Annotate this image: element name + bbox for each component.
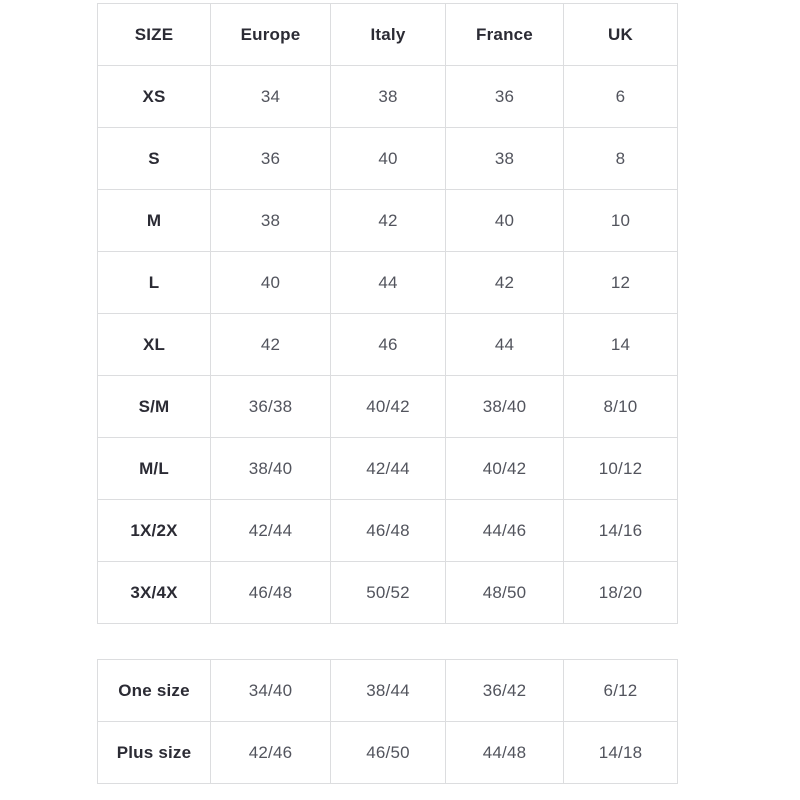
- italy-value: 42/44: [330, 437, 446, 500]
- italy-value: 44: [330, 251, 446, 314]
- europe-value: 42/44: [210, 499, 331, 562]
- europe-value: 36/38: [210, 375, 331, 438]
- size-label: M: [97, 189, 211, 252]
- italy-value: 46/50: [330, 721, 446, 784]
- size-label: XL: [97, 313, 211, 376]
- size-label: Plus size: [97, 721, 211, 784]
- table-row-l: L 40 44 42 12: [97, 251, 678, 314]
- uk-value: 14: [563, 313, 678, 376]
- special-sizes-table: One size 34/40 38/44 36/42 6/12 Plus siz…: [97, 659, 678, 784]
- table-row-m: M 38 42 40 10: [97, 189, 678, 252]
- uk-value: 18/20: [563, 561, 678, 624]
- uk-value: 14/18: [563, 721, 678, 784]
- italy-value: 50/52: [330, 561, 446, 624]
- france-value: 36: [445, 65, 564, 128]
- europe-value: 38: [210, 189, 331, 252]
- france-value: 36/42: [445, 659, 564, 722]
- uk-value: 12: [563, 251, 678, 314]
- uk-value: 10: [563, 189, 678, 252]
- table-row-one-size: One size 34/40 38/44 36/42 6/12: [97, 659, 678, 722]
- col-header-france: France: [445, 3, 564, 66]
- europe-value: 34/40: [210, 659, 331, 722]
- table-row-plus-size: Plus size 42/46 46/50 44/48 14/18: [97, 721, 678, 784]
- size-label: 1X/2X: [97, 499, 211, 562]
- italy-value: 46/48: [330, 499, 446, 562]
- italy-value: 40: [330, 127, 446, 190]
- size-conversion-table: SIZE Europe Italy France UK XS 34 38 36 …: [97, 3, 678, 624]
- col-header-uk: UK: [563, 3, 678, 66]
- europe-value: 36: [210, 127, 331, 190]
- uk-value: 6: [563, 65, 678, 128]
- italy-value: 40/42: [330, 375, 446, 438]
- uk-value: 8: [563, 127, 678, 190]
- table-row-1x2x: 1X/2X 42/44 46/48 44/46 14/16: [97, 499, 678, 562]
- size-label: 3X/4X: [97, 561, 211, 624]
- europe-value: 34: [210, 65, 331, 128]
- size-label: XS: [97, 65, 211, 128]
- europe-value: 46/48: [210, 561, 331, 624]
- uk-value: 6/12: [563, 659, 678, 722]
- europe-value: 42: [210, 313, 331, 376]
- col-header-size: SIZE: [97, 3, 211, 66]
- italy-value: 38: [330, 65, 446, 128]
- size-label: M/L: [97, 437, 211, 500]
- table-row-ml: M/L 38/40 42/44 40/42 10/12: [97, 437, 678, 500]
- size-label: S/M: [97, 375, 211, 438]
- size-conversion-chart: SIZE Europe Italy France UK XS 34 38 36 …: [97, 3, 678, 784]
- france-value: 40: [445, 189, 564, 252]
- table-row-xl: XL 42 46 44 14: [97, 313, 678, 376]
- europe-value: 40: [210, 251, 331, 314]
- europe-value: 42/46: [210, 721, 331, 784]
- table-row-xs: XS 34 38 36 6: [97, 65, 678, 128]
- col-header-italy: Italy: [330, 3, 446, 66]
- size-label: L: [97, 251, 211, 314]
- table-row-3x4x: 3X/4X 46/48 50/52 48/50 18/20: [97, 561, 678, 624]
- uk-value: 10/12: [563, 437, 678, 500]
- france-value: 38/40: [445, 375, 564, 438]
- header-row: SIZE Europe Italy France UK: [97, 3, 678, 66]
- france-value: 42: [445, 251, 564, 314]
- france-value: 38: [445, 127, 564, 190]
- table-row-sm: S/M 36/38 40/42 38/40 8/10: [97, 375, 678, 438]
- france-value: 40/42: [445, 437, 564, 500]
- france-value: 44: [445, 313, 564, 376]
- france-value: 48/50: [445, 561, 564, 624]
- italy-value: 38/44: [330, 659, 446, 722]
- france-value: 44/48: [445, 721, 564, 784]
- size-label: One size: [97, 659, 211, 722]
- uk-value: 8/10: [563, 375, 678, 438]
- size-label: S: [97, 127, 211, 190]
- france-value: 44/46: [445, 499, 564, 562]
- italy-value: 46: [330, 313, 446, 376]
- europe-value: 38/40: [210, 437, 331, 500]
- uk-value: 14/16: [563, 499, 678, 562]
- col-header-europe: Europe: [210, 3, 331, 66]
- italy-value: 42: [330, 189, 446, 252]
- table-row-s: S 36 40 38 8: [97, 127, 678, 190]
